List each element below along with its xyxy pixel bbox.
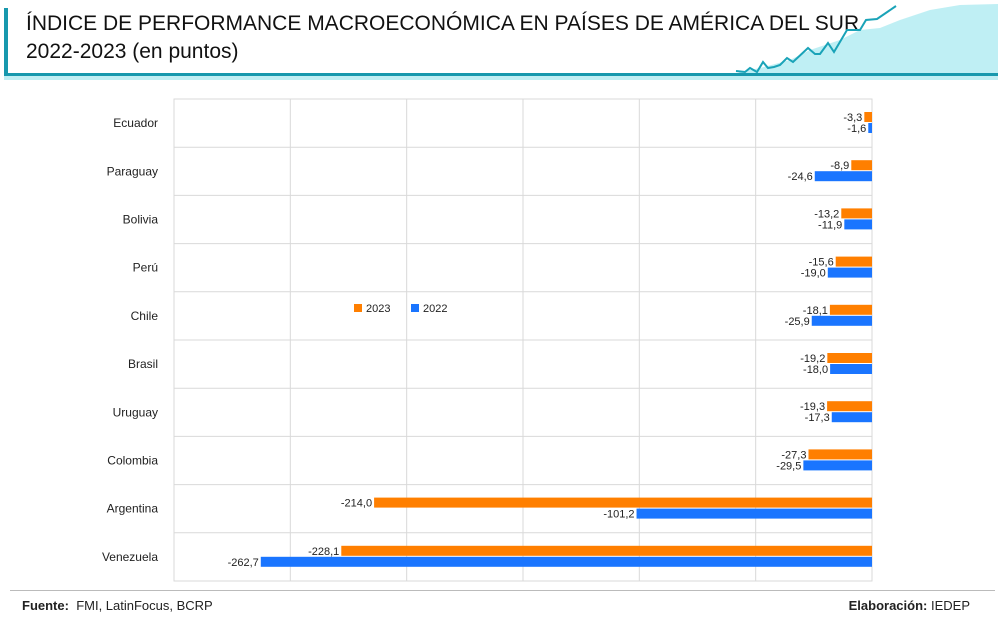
bar-2022	[260, 556, 872, 567]
bar-2022	[831, 412, 872, 423]
data-label: -27,3	[781, 449, 806, 461]
data-label: -19,0	[801, 268, 826, 280]
data-label: -18,0	[803, 364, 828, 376]
bar-2022	[811, 315, 872, 326]
title-line-1: ÍNDICE DE PERFORMANCE MACROECONÓMICA EN …	[26, 12, 860, 35]
title-accent	[4, 8, 8, 76]
bar-2023	[374, 497, 872, 508]
legend-swatch-2023	[354, 304, 362, 312]
data-label: -15,6	[809, 257, 834, 269]
category-label: Colombia	[107, 454, 158, 468]
data-label: -262,7	[228, 557, 259, 569]
title-underline	[4, 73, 998, 76]
chart-title: ÍNDICE DE PERFORMANCE MACROECONÓMICA EN …	[26, 10, 859, 66]
category-label: Paraguay	[107, 164, 158, 178]
bar-2022	[830, 364, 872, 374]
source-note: Fuente: FMI, LatinFocus, BCRP	[22, 598, 213, 613]
data-label: -17,3	[805, 412, 830, 424]
data-label: -19,2	[800, 353, 825, 365]
bar-2023	[827, 353, 872, 363]
data-label: -228,1	[308, 546, 339, 558]
data-label: -19,3	[800, 401, 825, 413]
title-underline-light	[4, 76, 998, 80]
bar-2022	[803, 460, 872, 471]
header-decoration	[730, 4, 998, 78]
category-label: Brasil	[128, 357, 158, 371]
category-label: Perú	[133, 261, 158, 275]
bar-2022	[636, 508, 872, 519]
category-label: Venezuela	[102, 550, 158, 564]
title-line-2: 2022-2023 (en puntos)	[26, 40, 239, 63]
bar-2023	[835, 256, 872, 267]
bar-2023	[864, 112, 872, 122]
data-label: -1,6	[847, 123, 866, 135]
data-label: -13,2	[814, 208, 839, 220]
data-label: -101,2	[603, 509, 634, 521]
bar-2023	[827, 401, 872, 412]
source-label: Fuente:	[22, 598, 69, 613]
bar-2022	[844, 219, 872, 230]
credit-label: Elaboración:	[848, 598, 928, 613]
data-label: -11,9	[818, 219, 842, 231]
legend-swatch-2022	[411, 304, 419, 312]
footer-separator	[10, 590, 995, 591]
legend-label: 2023	[366, 303, 390, 315]
data-label: -29,5	[776, 460, 801, 472]
credit-text: IEDEP	[930, 598, 970, 613]
category-label: Ecuador	[113, 116, 158, 130]
bar-2023	[851, 160, 872, 171]
data-label: -24,6	[788, 171, 813, 183]
data-label: -214,0	[341, 498, 372, 510]
data-label: -18,1	[803, 305, 828, 317]
data-label: -3,3	[843, 112, 862, 124]
bar-2022	[814, 171, 872, 182]
credit-note: Elaboración: IEDEP	[849, 598, 970, 613]
category-label: Chile	[131, 309, 159, 323]
category-label: Uruguay	[113, 405, 158, 419]
bar-chart: Ecuador -3,3-1,6 Paraguay -8,9 -24,6 Bolivia -…	[102, 98, 873, 582]
source-text: FMI, LatinFocus, BCRP	[76, 598, 213, 613]
bar-2023	[841, 208, 872, 219]
data-label: -25,9	[785, 316, 810, 328]
bar-2023	[829, 304, 872, 315]
bar-2022	[827, 267, 872, 278]
category-label: Bolivia	[123, 213, 159, 227]
legend-label: 2022	[423, 303, 447, 315]
bar-2022	[868, 123, 872, 133]
data-label: -8,9	[830, 160, 849, 172]
category-label: Argentina	[107, 502, 159, 516]
bar-2023	[341, 545, 872, 556]
bar-2023	[808, 449, 872, 460]
